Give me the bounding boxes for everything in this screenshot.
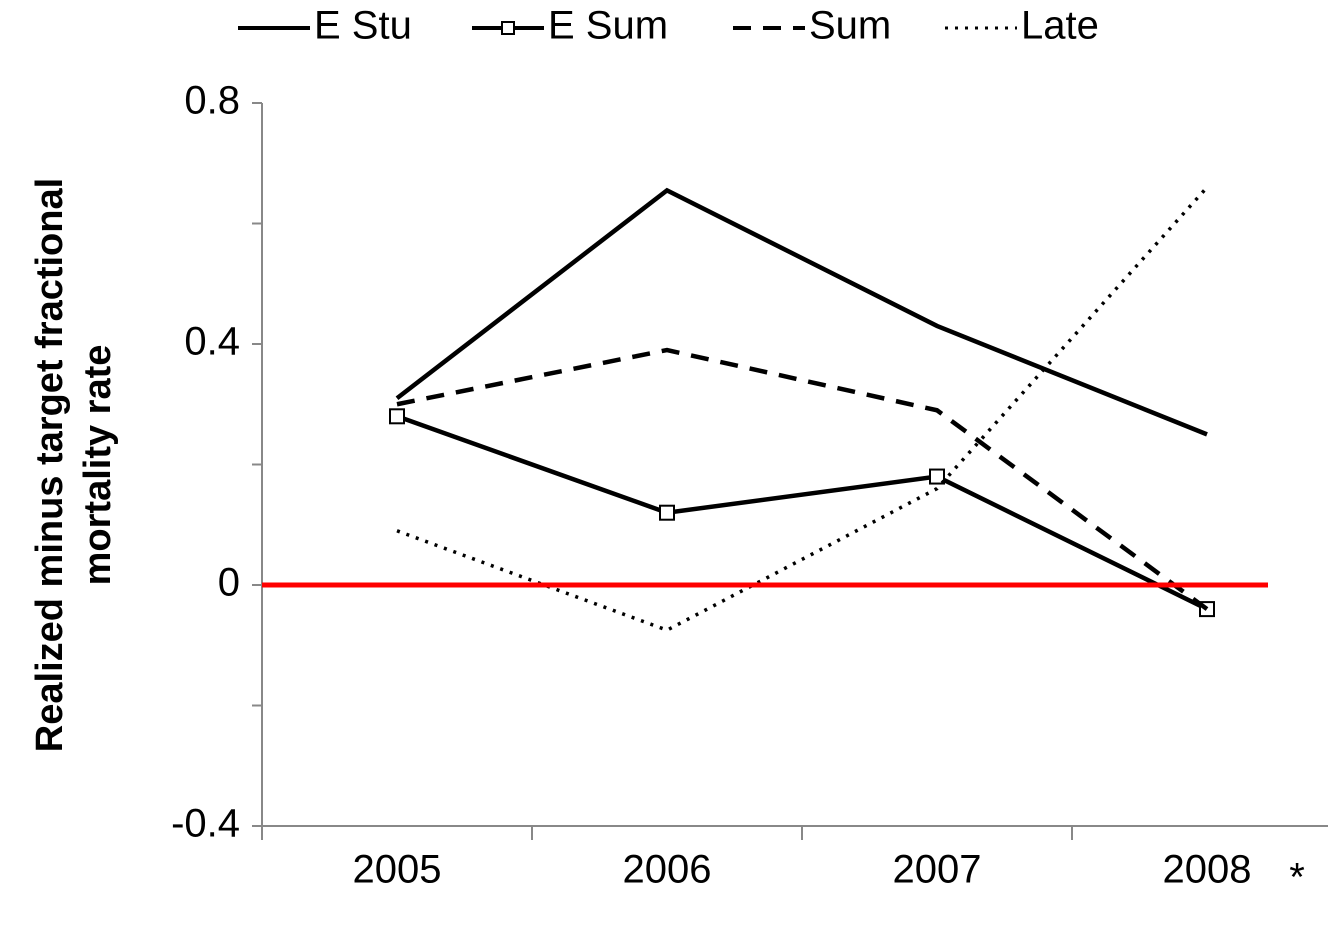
- legend-marker: [501, 21, 515, 35]
- series-line: [396, 186, 1209, 633]
- x-tick-label: 2008: [1163, 848, 1252, 892]
- series-marker: [929, 468, 945, 485]
- y-axis-label-line: mortality rate: [77, 345, 119, 586]
- y-axis-label: Realized minus target fractional mortali…: [29, 178, 119, 752]
- y-tick-label: 0.8: [184, 79, 240, 123]
- legend-label: Sum: [809, 4, 891, 48]
- series-line: [396, 414, 1208, 612]
- y-axis-label-line: Realized minus target fractional: [29, 178, 71, 752]
- annotation: *: [1289, 856, 1305, 900]
- x-tick-label: 2005: [353, 848, 442, 892]
- y-tick-label: 0: [218, 561, 240, 605]
- y-tick-label: -0.4: [171, 802, 240, 846]
- series-marker: [659, 504, 675, 521]
- series-marker: [389, 408, 405, 425]
- x-tick-label: 2006: [623, 848, 712, 892]
- legend-label: Late: [1021, 4, 1099, 48]
- series-line: [395, 187, 1208, 437]
- legend-label: E Sum: [548, 4, 668, 48]
- series-line: [396, 347, 1209, 611]
- x-tick-label: 2007: [893, 848, 982, 892]
- legend-label: E Stu: [314, 4, 412, 48]
- y-tick-label: 0.4: [184, 320, 240, 364]
